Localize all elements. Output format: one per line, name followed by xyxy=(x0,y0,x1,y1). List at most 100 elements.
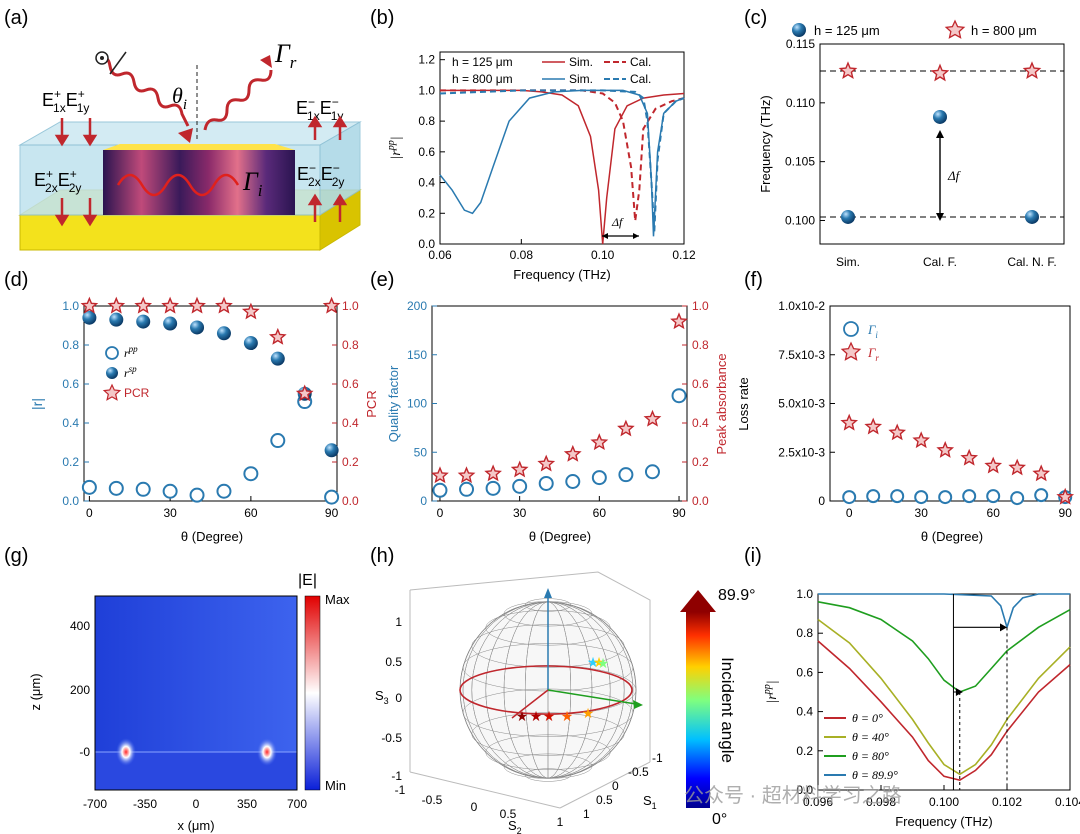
x-tick-label: 0.100 xyxy=(929,795,959,809)
x-tick-label: 60 xyxy=(244,506,258,520)
gamma-r-label: Γr xyxy=(274,39,297,72)
data-point xyxy=(864,417,883,435)
data-point xyxy=(241,302,260,320)
svg-text:★: ★ xyxy=(587,654,600,670)
x-tick-label: 60 xyxy=(593,506,607,520)
svg-text:★: ★ xyxy=(561,708,574,724)
data-point xyxy=(890,489,905,504)
series-line xyxy=(440,89,685,222)
legend-label: θ = 89.9° xyxy=(852,768,898,782)
panel-d-chart: θ (Degree) |r| PCR 0 30 60 900.0 0.00.2 0.20.… xyxy=(29,296,379,544)
x-tick-label: 90 xyxy=(1059,506,1073,520)
reflected-arrowhead xyxy=(260,55,272,68)
y-tick-label: 0.115 xyxy=(786,37,815,51)
x-tick-label: 0.06 xyxy=(428,248,452,262)
data-point xyxy=(134,296,153,314)
y-tick-label: 0.6 xyxy=(796,665,813,679)
data-point xyxy=(617,419,635,437)
legend: rpp rsp PCR xyxy=(102,344,150,401)
field-label-in-2: E+ 2xE+ 2y xyxy=(34,167,81,195)
data-point xyxy=(216,326,231,341)
polarization-arrow-icon xyxy=(109,51,127,75)
field-label-in-1: E+ 1xE+ 1y xyxy=(42,87,89,115)
y2-tick-label: 0.0 xyxy=(692,494,709,508)
y-tick-label: 1.2 xyxy=(418,53,435,67)
y-tick-label: 5.0x10-3 xyxy=(778,397,825,411)
svg-text:★: ★ xyxy=(597,655,610,671)
y-tick-label: 0.8 xyxy=(418,114,435,128)
panel-label-i: (i) xyxy=(744,545,762,567)
data-point xyxy=(243,336,258,351)
x-tick-label: 30 xyxy=(513,506,527,520)
panel-label-a: (a) xyxy=(4,7,28,29)
series-line xyxy=(440,89,685,245)
data-point xyxy=(216,483,232,499)
x-tick-label: 30 xyxy=(163,506,177,520)
legend-cal-125: Cal. xyxy=(630,55,651,69)
data-point xyxy=(1032,464,1051,482)
data-point xyxy=(914,490,929,505)
y-tick-label: 0 xyxy=(420,494,427,508)
hotspot-right xyxy=(257,738,277,766)
data-point xyxy=(82,310,97,325)
x-tick-label: 0.102 xyxy=(992,795,1022,809)
y-tick-label: 150 xyxy=(407,348,427,362)
panel-label-d: (d) xyxy=(4,269,28,291)
data-point xyxy=(432,482,448,498)
resonator-top-edge xyxy=(103,144,295,150)
legend: h = 125 μm h = 800 μm Sim. Sim. Cal. Cal… xyxy=(452,55,651,86)
z-tick: -1 xyxy=(652,751,663,765)
x-axis-label: θ (Degree) xyxy=(529,529,591,544)
data-point xyxy=(644,464,660,480)
y-tick-label: 50 xyxy=(414,445,428,459)
y2-tick-label: 0.8 xyxy=(692,338,709,352)
y-tick-label: 0.105 xyxy=(785,155,815,169)
legend-label-125: h = 125 μm xyxy=(452,55,513,69)
y-tick-label: 0 xyxy=(818,494,825,508)
y-tick: -1 xyxy=(391,769,402,783)
x-tick-label: Cal. F. xyxy=(923,255,957,269)
data-point xyxy=(268,327,287,345)
y-tick-label: 0.0 xyxy=(418,237,435,251)
series-line xyxy=(817,640,1071,782)
series-line xyxy=(439,89,685,237)
colorbar-min: Min xyxy=(325,778,346,793)
y2-tick-label: 0.6 xyxy=(342,377,359,391)
panel-g-heatmap: x (μm) z (μm) -700 -350 0 350 700 -0 200… xyxy=(28,572,350,833)
x-tick: 0 xyxy=(471,800,478,814)
data-point xyxy=(485,480,501,496)
svg-text:★: ★ xyxy=(530,708,543,724)
data-point xyxy=(643,409,662,427)
series-line xyxy=(818,593,1070,631)
data-point xyxy=(936,440,955,458)
legend-star-icon xyxy=(944,19,966,39)
y-axis-label: Quality factor xyxy=(386,365,401,442)
y-tick: -0.5 xyxy=(381,731,402,745)
schematic-panel: θi Γr Γi E+ 1xE+ 1y E+ 2xE+ 2y E− 1xE− 1y E− 2x… xyxy=(18,39,362,251)
incident-wave xyxy=(99,56,190,127)
y-tick-label: 0.110 xyxy=(786,96,815,110)
colorbar-title: Incident angle xyxy=(718,657,737,763)
colorbar-arrowhead xyxy=(680,590,716,612)
y2-tick-label: 1.0 xyxy=(342,299,359,313)
y-tick-label: 0.100 xyxy=(785,213,815,227)
data-point xyxy=(984,456,1003,474)
y-tick-label: 100 xyxy=(407,397,427,411)
series-line xyxy=(439,89,685,232)
y-axis-label: Frequency (THz) xyxy=(758,95,773,193)
data-point xyxy=(190,320,205,335)
x-tick-label: 60 xyxy=(987,506,1001,520)
legend: θ = 0° θ = 40° θ = 80° θ = 89.9° xyxy=(824,711,898,782)
y-tick: 1 xyxy=(395,615,402,629)
s1-ticks: 1 0.5 0 -0.5 -1 xyxy=(583,751,663,821)
y-axis-label: |rpp| xyxy=(386,136,404,159)
field-arrows xyxy=(54,115,348,227)
legend-cal-800: Cal. xyxy=(630,72,651,86)
y2-tick-label: 0.4 xyxy=(342,416,359,430)
y-tick-label: 0.6 xyxy=(62,377,79,391)
y-tick: -0 xyxy=(79,745,90,759)
legend-label-800: h = 800 μm xyxy=(971,23,1037,38)
mode-wave xyxy=(116,173,240,197)
dielectric-side xyxy=(319,121,361,216)
svg-text:★: ★ xyxy=(582,705,595,721)
